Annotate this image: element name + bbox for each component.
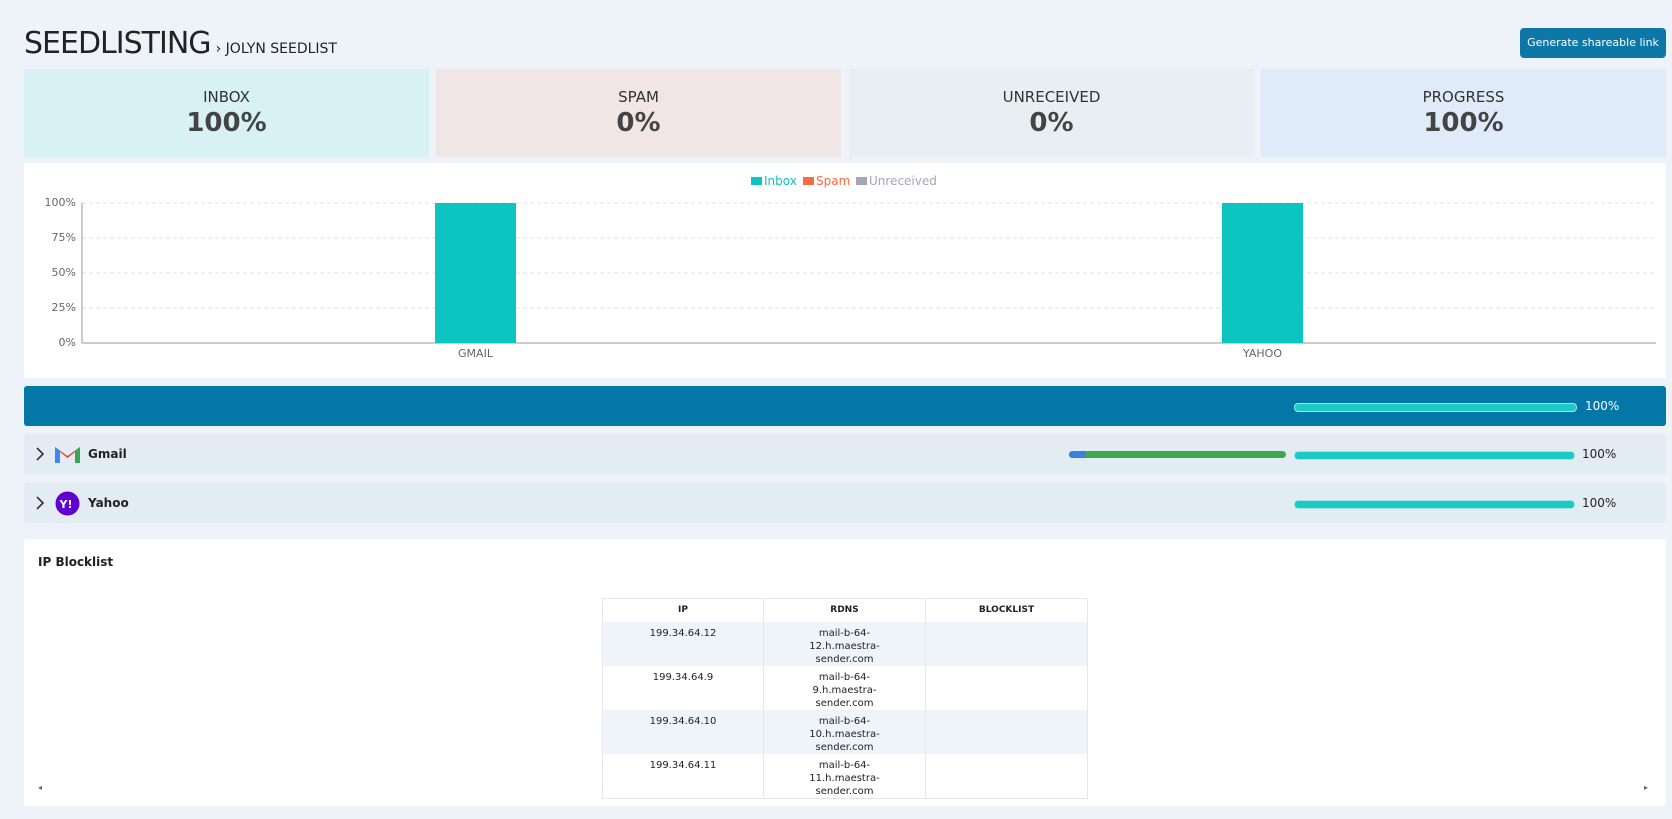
card-value: 100% bbox=[1423, 108, 1504, 138]
placement-bar bbox=[1069, 451, 1286, 458]
progress-bar bbox=[1294, 500, 1575, 509]
panel-title: IP Blocklist bbox=[38, 555, 114, 569]
y-tick-label: 75% bbox=[52, 231, 76, 244]
x-tick-label: YAHOO bbox=[1242, 347, 1282, 360]
card-value: 0% bbox=[1029, 108, 1074, 138]
table-cell bbox=[925, 666, 1088, 710]
bar bbox=[1222, 203, 1303, 343]
share-button[interactable]: Generate shareable link bbox=[1520, 28, 1666, 58]
y-tick-label: 25% bbox=[52, 301, 76, 314]
bar bbox=[435, 203, 516, 343]
column-header: RDNS bbox=[763, 598, 926, 622]
table-cell bbox=[925, 622, 1088, 666]
scroll-right[interactable]: ▸ bbox=[1644, 783, 1649, 792]
rdns: mail-b-64-11.h.maestra-sender.com bbox=[809, 760, 880, 797]
card: PROGRESS 100% bbox=[1261, 69, 1666, 157]
table-row: 199.34.64.10 mail-b-64-10.h.maestra-sende… bbox=[602, 710, 1088, 754]
table-row: 199.34.64.11 mail-b-64-11.h.maestra-sende… bbox=[602, 754, 1088, 799]
y-tick-label: 0% bbox=[59, 336, 76, 349]
header: SEEDLISTING › JOLYN SEEDLIST bbox=[24, 26, 337, 61]
table-cell: mail-b-64-9.h.maestra-sender.com bbox=[763, 666, 926, 710]
table-cell: 199.34.64.9 bbox=[602, 666, 764, 710]
blocklist-panel: IP Blocklist IP RDNS BLOCKLIST 199.34.64.12… bbox=[24, 539, 1666, 806]
legend-label: Inbox bbox=[764, 174, 797, 188]
table-cell: mail-b-64-12.h.maestra-sender.com bbox=[763, 622, 926, 666]
ip: 199.34.64.10 bbox=[649, 716, 717, 727]
breadcrumb: › JOLYN SEEDLIST bbox=[215, 41, 337, 57]
progress-label: 100% bbox=[1582, 496, 1617, 510]
header-row: IP RDNS BLOCKLIST bbox=[602, 598, 1088, 622]
legend-label: Unreceived bbox=[869, 174, 937, 188]
card: UNRECEIVED 0% bbox=[849, 69, 1254, 157]
page-title: SEEDLISTING bbox=[24, 26, 212, 61]
provider-row[interactable]: Y! Yahoo 100% bbox=[24, 483, 1666, 523]
card-value: 100% bbox=[186, 108, 267, 138]
table-cell bbox=[925, 710, 1088, 754]
y-tick-label: 50% bbox=[52, 266, 76, 279]
card-label: INBOX bbox=[203, 88, 250, 106]
card-value: 0% bbox=[616, 108, 661, 138]
summary-bar: 100% bbox=[24, 386, 1666, 426]
blocklist-table: IP RDNS BLOCKLIST 199.34.64.12 mail-b-64-12.… bbox=[602, 598, 1088, 799]
rdns: mail-b-64-12.h.maestra-sender.com bbox=[809, 628, 880, 665]
card: INBOX 100% bbox=[24, 69, 429, 157]
chart: 0% 25% 50% 75% 100% Inbox Spam Unreceived GMAIL Y… bbox=[24, 163, 1666, 378]
legend-swatch bbox=[856, 177, 867, 185]
column-header: BLOCKLIST bbox=[925, 598, 1088, 622]
scroll-left[interactable]: ◂ bbox=[38, 783, 43, 792]
yahoo-icon: Y! bbox=[55, 491, 80, 516]
y-tick-label: 100% bbox=[45, 196, 76, 209]
ip: 199.34.64.11 bbox=[649, 760, 717, 771]
card-label: UNRECEIVED bbox=[1002, 88, 1101, 106]
ip: 199.34.64.12 bbox=[649, 628, 717, 639]
table-row: 199.34.64.9 mail-b-64-9.h.maestra-sender.… bbox=[602, 666, 1088, 710]
rdns: mail-b-64-10.h.maestra-sender.com bbox=[809, 716, 880, 753]
ip: 199.34.64.9 bbox=[652, 672, 714, 683]
svg-text:Y!: Y! bbox=[59, 498, 73, 511]
table-cell: 199.34.64.12 bbox=[602, 622, 764, 666]
x-tick-label: GMAIL bbox=[458, 347, 494, 360]
progress-label: 100% bbox=[1585, 399, 1620, 413]
table-cell: mail-b-64-10.h.maestra-sender.com bbox=[763, 710, 926, 754]
legend-label: Spam bbox=[816, 174, 850, 188]
table-cell: mail-b-64-11.h.maestra-sender.com bbox=[763, 754, 926, 799]
provider-row[interactable]: Gmail 100% bbox=[24, 434, 1666, 474]
table-row: 199.34.64.12 mail-b-64-12.h.maestra-sende… bbox=[602, 622, 1088, 666]
expand-icon[interactable] bbox=[34, 447, 46, 461]
progress-bar bbox=[1294, 451, 1575, 460]
rdns: mail-b-64-9.h.maestra-sender.com bbox=[812, 672, 877, 709]
card: SPAM 0% bbox=[436, 69, 841, 157]
expand-icon[interactable] bbox=[34, 496, 46, 510]
card-label: PROGRESS bbox=[1422, 88, 1505, 106]
table-cell: 199.34.64.10 bbox=[602, 710, 764, 754]
gmail-icon bbox=[55, 447, 80, 463]
legend-swatch bbox=[803, 177, 814, 185]
provider-name: Gmail bbox=[88, 447, 127, 461]
legend-swatch bbox=[751, 177, 762, 185]
provider-name: Yahoo bbox=[88, 496, 129, 510]
card-label: SPAM bbox=[618, 88, 659, 106]
column-header: IP bbox=[602, 598, 764, 622]
table-cell: 199.34.64.11 bbox=[602, 754, 764, 799]
progress-bar bbox=[1294, 403, 1577, 412]
table-cell bbox=[925, 754, 1088, 799]
progress-label: 100% bbox=[1582, 447, 1617, 461]
